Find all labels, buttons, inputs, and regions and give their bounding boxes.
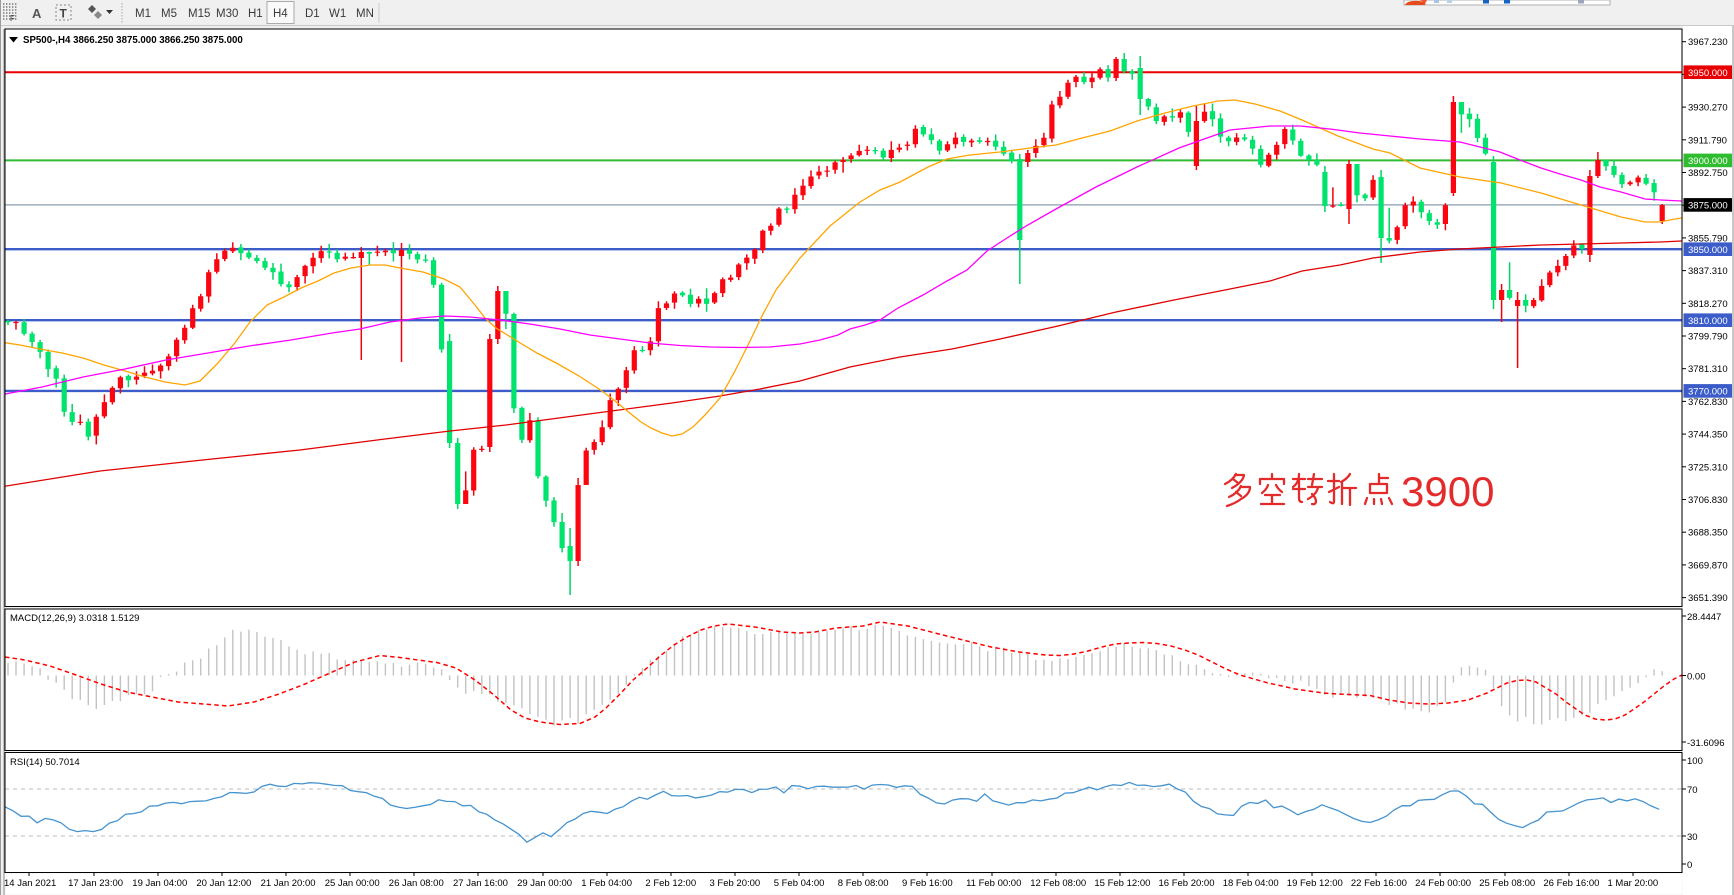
- svg-text:3744.350: 3744.350: [1688, 430, 1728, 441]
- svg-text:2 Feb 12:00: 2 Feb 12:00: [645, 878, 696, 889]
- svg-text:3850.000: 3850.000: [1688, 245, 1728, 256]
- svg-text:M5: M5: [161, 8, 177, 20]
- svg-text:3688.350: 3688.350: [1688, 528, 1728, 539]
- svg-text:27 Jan 16:00: 27 Jan 16:00: [453, 878, 508, 889]
- svg-text:1 Mar 20:00: 1 Mar 20:00: [1608, 878, 1659, 889]
- svg-text:3770.000: 3770.000: [1688, 387, 1728, 398]
- svg-text:3900: 3900: [1401, 468, 1494, 515]
- svg-text:25 Jan 00:00: 25 Jan 00:00: [325, 878, 380, 889]
- svg-text:12 Feb 08:00: 12 Feb 08:00: [1030, 878, 1086, 889]
- svg-text:30: 30: [1687, 832, 1698, 843]
- svg-text:1 Feb 04:00: 1 Feb 04:00: [581, 878, 632, 889]
- svg-text:MN: MN: [356, 8, 374, 20]
- svg-text:3725.310: 3725.310: [1688, 462, 1728, 473]
- svg-text:SP500-,H4 3866.250 3875.000 3: SP500-,H4 3866.250 3875.000 3866.250 387…: [23, 35, 243, 46]
- svg-text:21 Jan 20:00: 21 Jan 20:00: [261, 878, 316, 889]
- svg-text:17 Jan 23:00: 17 Jan 23:00: [68, 878, 123, 889]
- svg-text:3855.790: 3855.790: [1688, 233, 1728, 244]
- svg-text:MACD(12,26,9) 3.0318 1.5129: MACD(12,26,9) 3.0318 1.5129: [10, 613, 139, 624]
- svg-text:M1: M1: [135, 8, 151, 20]
- svg-text:3875.000: 3875.000: [1688, 201, 1728, 212]
- svg-text:M15: M15: [188, 8, 210, 20]
- svg-text:W1: W1: [329, 8, 346, 20]
- svg-text:0.00: 0.00: [1687, 672, 1706, 683]
- svg-text:3 Feb 20:00: 3 Feb 20:00: [710, 878, 761, 889]
- svg-text:3837.310: 3837.310: [1688, 266, 1728, 277]
- svg-text:20 Jan 12:00: 20 Jan 12:00: [196, 878, 251, 889]
- svg-text:100: 100: [1687, 756, 1703, 767]
- svg-text:70: 70: [1687, 785, 1698, 796]
- svg-text:22 Feb 16:00: 22 Feb 16:00: [1351, 878, 1407, 889]
- svg-text:T: T: [60, 7, 68, 21]
- svg-text:24 Feb 00:00: 24 Feb 00:00: [1415, 878, 1471, 889]
- svg-text:5 Feb 04:00: 5 Feb 04:00: [774, 878, 825, 889]
- svg-text:11 Feb 00:00: 11 Feb 00:00: [966, 878, 1021, 889]
- svg-text:A: A: [32, 6, 42, 21]
- svg-text:3892.750: 3892.750: [1688, 168, 1728, 179]
- svg-text:H4: H4: [273, 8, 288, 20]
- svg-text:25 Feb 08:00: 25 Feb 08:00: [1479, 878, 1535, 889]
- svg-text:3781.310: 3781.310: [1688, 364, 1728, 375]
- svg-text:3930.270: 3930.270: [1688, 103, 1728, 114]
- svg-text:3799.790: 3799.790: [1688, 332, 1728, 343]
- svg-text:8 Feb 08:00: 8 Feb 08:00: [838, 878, 889, 889]
- svg-text:3900.000: 3900.000: [1688, 156, 1728, 167]
- svg-text:-31.6096: -31.6096: [1687, 738, 1725, 749]
- svg-text:19 Feb 12:00: 19 Feb 12:00: [1287, 878, 1343, 889]
- svg-text:9 Feb 16:00: 9 Feb 16:00: [902, 878, 953, 889]
- svg-text:28.4447: 28.4447: [1687, 612, 1721, 623]
- svg-text:3810.000: 3810.000: [1688, 316, 1728, 327]
- svg-text:18 Feb 04:00: 18 Feb 04:00: [1223, 878, 1279, 889]
- svg-text:3669.870: 3669.870: [1688, 560, 1728, 571]
- svg-text:D1: D1: [305, 8, 320, 20]
- svg-text:M30: M30: [216, 8, 238, 20]
- svg-text:3911.790: 3911.790: [1688, 135, 1727, 146]
- svg-text:26 Feb 16:00: 26 Feb 16:00: [1543, 878, 1599, 889]
- svg-text:15 Feb 12:00: 15 Feb 12:00: [1094, 878, 1150, 889]
- svg-text:3818.270: 3818.270: [1688, 299, 1728, 310]
- svg-text:3762.830: 3762.830: [1688, 397, 1728, 408]
- svg-text:14 Jan 2021: 14 Jan 2021: [4, 878, 56, 889]
- svg-text:H1: H1: [248, 8, 263, 20]
- svg-text:RSI(14) 50.7014: RSI(14) 50.7014: [10, 757, 80, 768]
- svg-text:29 Jan 00:00: 29 Jan 00:00: [517, 878, 572, 889]
- svg-text:3967.230: 3967.230: [1688, 37, 1728, 48]
- svg-text:0: 0: [1687, 860, 1692, 871]
- svg-text:16 Feb 20:00: 16 Feb 20:00: [1159, 878, 1215, 889]
- svg-text:19 Jan 04:00: 19 Jan 04:00: [132, 878, 187, 889]
- svg-text:3950.000: 3950.000: [1688, 68, 1728, 79]
- svg-text:F: F: [10, 14, 15, 23]
- svg-text:3706.830: 3706.830: [1688, 495, 1728, 506]
- svg-text:26 Jan 08:00: 26 Jan 08:00: [389, 878, 444, 889]
- svg-text:3651.390: 3651.390: [1688, 593, 1728, 604]
